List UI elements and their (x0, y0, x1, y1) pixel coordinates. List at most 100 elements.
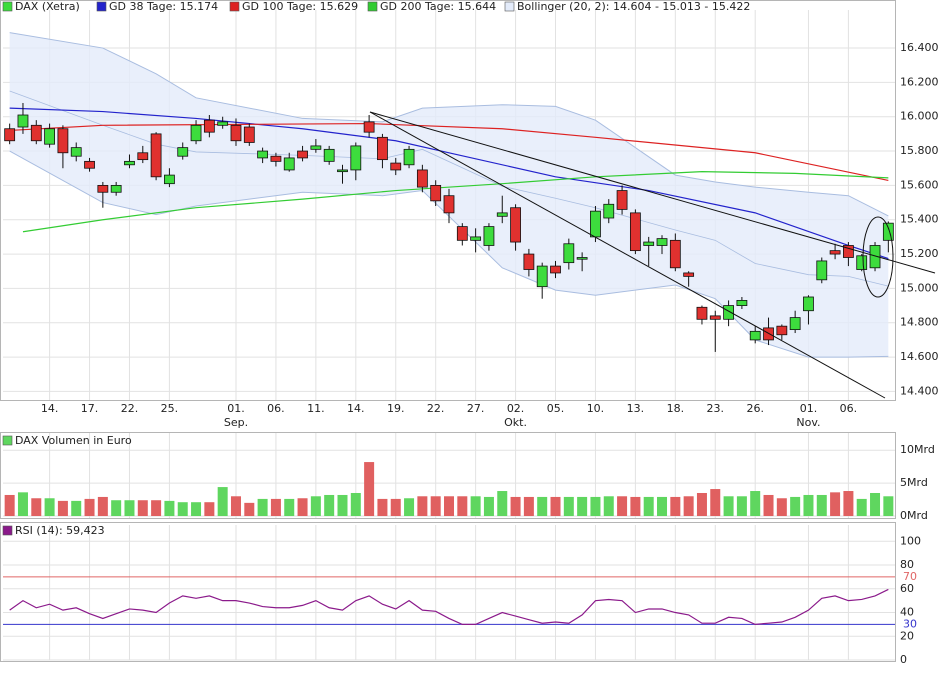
y-tick-label: 14.600 (900, 350, 939, 363)
candle-body (323, 148, 335, 162)
candle-body (4, 128, 16, 142)
candle-body (683, 272, 695, 277)
legend-swatch (504, 1, 515, 12)
volume-bar (217, 487, 228, 517)
panel-title: RSI (14): 59,423 (15, 524, 105, 537)
volume-bar (204, 502, 215, 517)
candle-body (723, 305, 734, 320)
candle-body (629, 212, 641, 252)
volume-bar (84, 498, 95, 517)
volume-bar (364, 462, 375, 517)
x-month-label: Okt. (504, 416, 527, 429)
y-tick-label: 16.200 (900, 75, 939, 88)
candle-body (57, 128, 69, 154)
volume-bar (457, 496, 468, 517)
volume-bar (177, 502, 188, 517)
candle-body (243, 126, 255, 143)
volume-bar (563, 496, 574, 517)
y-tick-label: 60 (900, 582, 914, 595)
candle-body (203, 119, 215, 133)
candle-body (150, 133, 162, 178)
candle-body (483, 226, 495, 246)
volume-bar (44, 498, 55, 517)
volume-bar (603, 496, 614, 517)
x-tick-label: 26. (746, 402, 764, 415)
volume-bar (297, 498, 308, 517)
legend-label: DAX (Xetra) (15, 0, 80, 13)
candle-body (816, 260, 828, 281)
legend-swatch (367, 1, 378, 12)
level-label: 70 (903, 570, 917, 583)
y-tick-label: 20 (900, 629, 914, 642)
legend-label: GD 200 Tage: 15.644 (380, 0, 496, 13)
y-tick-label: 0Mrd (900, 509, 928, 522)
candle-body (803, 296, 814, 312)
volume-bar (683, 496, 694, 517)
x-tick-label: 25. (161, 402, 179, 415)
x-tick-label: 22. (427, 402, 445, 415)
candle-body (696, 306, 708, 320)
candle-body (177, 147, 189, 157)
x-tick-label: 02. (507, 402, 525, 415)
candle-body (856, 255, 868, 270)
volume-bar (497, 491, 508, 517)
volume-bar (57, 500, 68, 517)
y-tick-label: 16.400 (900, 41, 939, 54)
volume-bar (790, 496, 801, 517)
x-tick-label: 17. (81, 402, 99, 415)
y-tick-label: 14.400 (900, 384, 939, 397)
volume-bar (111, 500, 122, 517)
volume-bar (617, 496, 628, 517)
y-tick-label: 15.400 (900, 213, 939, 226)
volume-bar (350, 492, 361, 517)
rsi-panel (0, 522, 896, 662)
volume-bar (657, 496, 668, 517)
trend-annotations (369, 111, 936, 399)
candle-body (669, 239, 681, 269)
y-tick-label: 15.600 (900, 178, 939, 191)
x-tick-label: 05. (547, 402, 565, 415)
volume-bar (124, 500, 135, 517)
candle-body (536, 265, 548, 288)
volume-bar (816, 494, 827, 517)
volume-bar (856, 498, 867, 517)
volume-bar (31, 498, 42, 517)
x-tick-label: 14. (347, 402, 365, 415)
volume-bar (523, 496, 534, 517)
volume-bar (71, 500, 82, 517)
candle-body (470, 236, 482, 241)
candle-body (749, 330, 761, 341)
candle-body (164, 174, 175, 185)
volume-bar (470, 496, 481, 517)
x-tick-label: 23. (707, 402, 725, 415)
volume-bar (17, 492, 28, 517)
volume-bar (151, 500, 162, 517)
candle-body (590, 210, 601, 238)
volume-bar (417, 496, 428, 517)
legend-label: Bollinger (20, 2): 14.604 - 15.013 - 15.… (517, 0, 750, 13)
x-tick-label: 01. (800, 402, 818, 415)
volume-bar (324, 494, 335, 517)
candle-body (576, 257, 588, 260)
trend-line (369, 111, 936, 274)
volume-bar (643, 496, 654, 517)
candle-body (30, 124, 42, 142)
volume-bar (444, 496, 454, 517)
volume-bar (244, 502, 255, 517)
volume-bar (191, 502, 202, 517)
volume-bar (270, 498, 281, 517)
x-tick-label: 01. (227, 402, 245, 415)
volume-bar (230, 496, 241, 517)
volume-bar (776, 498, 787, 517)
legend-swatch (2, 1, 13, 12)
y-tick-label: 5Mrd (900, 476, 928, 489)
candle-body (869, 245, 881, 269)
candle-body (882, 222, 894, 241)
candle-body (496, 212, 508, 217)
candle-body (337, 169, 348, 173)
volume-bar (870, 492, 881, 517)
volume-bar (97, 496, 108, 517)
legend-swatch (2, 435, 13, 446)
